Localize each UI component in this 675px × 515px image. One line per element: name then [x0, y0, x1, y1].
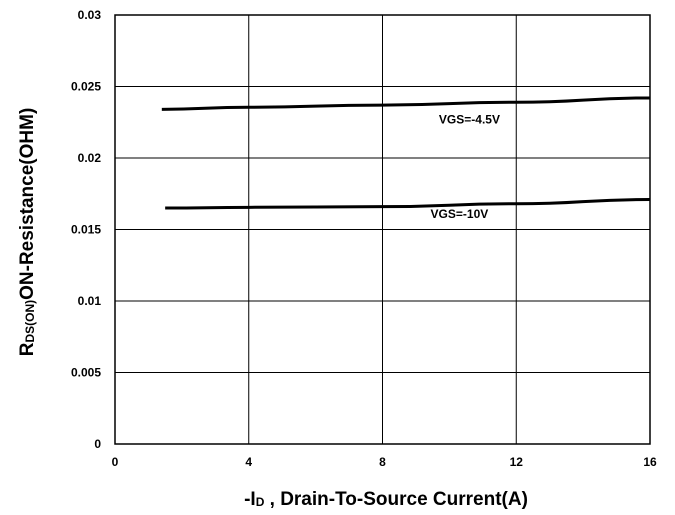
plot-frame	[114, 14, 651, 445]
x-tick-label-3: 12	[510, 455, 524, 469]
y-tick-label-4: 0.02	[78, 151, 102, 165]
y-tick-label-5: 0.025	[71, 80, 101, 94]
x-axis-title-rest: , Drain-To-Source Current(A)	[264, 489, 528, 510]
x-axis-title-prefix: -I	[244, 489, 256, 510]
x-tick-label-0: 0	[112, 455, 119, 469]
x-axis-title-subscript: D	[256, 495, 265, 509]
series-labels: VGS=-4.5V VGS=-10V	[431, 113, 500, 221]
series-label-1: VGS=-10V	[431, 207, 489, 221]
x-tick-label-2: 8	[379, 455, 386, 469]
x-tick-label-4: 16	[643, 455, 657, 469]
y-tick-label-1: 0.005	[71, 366, 101, 380]
y-axis-title-subscript: DS(ON)	[23, 300, 37, 343]
y-tick-label-3: 0.015	[71, 223, 101, 237]
tick-labels: 0 4 8 12 16 0 0.005 0.01 0.015 0.02 0.025 0.03	[71, 8, 657, 469]
x-tick-label-1: 4	[245, 455, 252, 469]
y-tick-label-2: 0.01	[78, 294, 102, 308]
series-label-0: VGS=-4.5V	[439, 113, 500, 127]
series-lines	[161, 96, 651, 210]
y-axis-title-rest: ON-Resistance(OHM)	[17, 108, 38, 300]
y-axis-title-prefix: R	[17, 342, 38, 356]
y-tick-label-0: 0	[94, 437, 101, 451]
series-line-0	[161, 96, 651, 111]
y-axis-title: RDS(ON)ON-Resistance(OHM)	[17, 108, 38, 357]
y-tick-label-6: 0.03	[78, 8, 102, 22]
grid	[115, 15, 650, 444]
series-line-1	[165, 197, 651, 210]
x-axis-title: -ID , Drain-To-Source Current(A)	[244, 489, 528, 510]
